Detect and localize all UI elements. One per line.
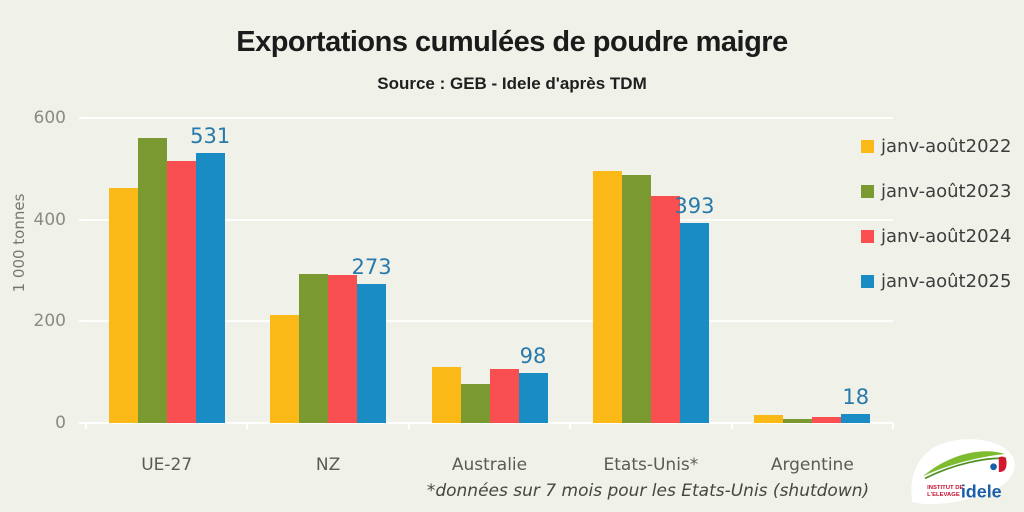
logo-org-line2: L'ELEVAGE bbox=[927, 492, 960, 498]
data-label-Argentine: 18 bbox=[842, 384, 870, 409]
data-label-UE-27: 531 bbox=[190, 124, 231, 149]
bar-NZ-janv-août2023 bbox=[299, 273, 329, 423]
x-axis-tick bbox=[246, 423, 249, 429]
legend: janv-août2022 janv-août2023 janv-août2024 j… bbox=[861, 135, 1011, 292]
logo-accent-red-icon bbox=[998, 456, 1007, 473]
bar-Argentine-janv-août2025 bbox=[841, 413, 871, 423]
legend-label: janv-août2023 bbox=[881, 180, 1012, 202]
y-tick-label-200: 200 bbox=[33, 311, 66, 332]
y-tick-label-400: 400 bbox=[33, 209, 66, 230]
bar-Australie-janv-août2024 bbox=[489, 369, 519, 423]
bar-Etats-Unis*-janv-août2025 bbox=[679, 223, 709, 423]
legend-item-janv-août2024: janv-août2024 bbox=[861, 225, 1011, 247]
bar-UE-27-janv-août2024 bbox=[166, 161, 196, 423]
x-label-Argentine: Argentine bbox=[770, 455, 854, 475]
x-axis-tick bbox=[569, 423, 572, 429]
bar-Argentine-janv-août2022 bbox=[754, 414, 784, 423]
legend-label: janv-août2022 bbox=[881, 135, 1012, 157]
legend-item-janv-août2022: janv-août2022 bbox=[861, 135, 1011, 157]
bar-Etats-Unis*-janv-août2024 bbox=[650, 196, 680, 423]
bar-NZ-janv-août2024 bbox=[328, 275, 358, 423]
gridline-200 bbox=[86, 320, 893, 323]
legend-label: janv-août2024 bbox=[881, 225, 1012, 247]
chart-title: Exportations cumulées de poudre maigre bbox=[236, 26, 788, 58]
y-axis-tick bbox=[79, 320, 86, 323]
bar-Australie-janv-août2022 bbox=[431, 367, 461, 423]
x-axis-tick bbox=[730, 423, 733, 429]
y-axis-title: 1 000 tonnes bbox=[10, 193, 28, 293]
y-axis-tick bbox=[79, 422, 86, 424]
bar-Etats-Unis*-janv-août2023 bbox=[621, 174, 651, 423]
bar-Etats-Unis*-janv-août2022 bbox=[592, 171, 622, 423]
footnote: *données sur 7 mois pour les Etats-Unis … bbox=[426, 481, 870, 501]
y-tick-label-600: 600 bbox=[33, 108, 66, 128]
x-label-Australie: Australie bbox=[451, 455, 528, 475]
bar-Australie-janv-août2025 bbox=[518, 373, 548, 423]
bar-Argentine-janv-août2024 bbox=[812, 416, 842, 423]
x-label-UE-27: UE-27 bbox=[141, 455, 193, 475]
y-axis-tick bbox=[79, 218, 86, 221]
bar-NZ-janv-août2025 bbox=[357, 284, 387, 423]
legend-swatch-icon bbox=[861, 274, 874, 288]
logo-org-line1: INSTITUT DE bbox=[927, 485, 963, 491]
y-tick-label-0: 0 bbox=[55, 413, 66, 433]
x-axis-tick bbox=[407, 423, 410, 429]
legend-item-janv-août2023: janv-août2023 bbox=[861, 180, 1011, 202]
legend-label: janv-août2025 bbox=[881, 270, 1012, 292]
gridline-600 bbox=[86, 117, 893, 119]
legend-item-janv-août2025: janv-août2025 bbox=[861, 270, 1011, 292]
plot-area: 531 273 98 393 18 bbox=[79, 117, 894, 429]
x-label-NZ: NZ bbox=[315, 455, 341, 475]
data-label-Australie: 98 bbox=[519, 344, 547, 369]
bar-Australie-janv-août2023 bbox=[460, 383, 490, 423]
gridline-0 bbox=[86, 422, 893, 424]
data-label-NZ: 273 bbox=[351, 255, 392, 280]
logo-brand: idele bbox=[961, 481, 1002, 501]
legend-swatch-icon bbox=[861, 139, 874, 153]
legend-swatch-icon bbox=[861, 229, 874, 243]
bar-UE-27-janv-août2025 bbox=[195, 153, 225, 423]
idele-logo: INSTITUT DE L'ELEVAGE idele bbox=[911, 439, 1015, 505]
logo-leaf-icon bbox=[922, 451, 1006, 477]
bar-UE-27-janv-août2023 bbox=[137, 138, 167, 423]
bar-UE-27-janv-août2022 bbox=[108, 188, 138, 423]
logo-accent-blue-icon bbox=[990, 463, 997, 471]
data-label-Etats-Unis*: 393 bbox=[674, 194, 715, 219]
legend-swatch-icon bbox=[861, 184, 874, 198]
chart-subtitle: Source : GEB - Idele d'après TDM bbox=[377, 74, 647, 93]
y-axis-tick bbox=[79, 117, 86, 119]
x-label-Etats-Unis*: Etats-Unis* bbox=[603, 455, 699, 475]
x-axis-tick bbox=[85, 423, 87, 429]
x-axis-tick bbox=[892, 423, 894, 429]
bar-Argentine-janv-août2023 bbox=[783, 418, 813, 423]
gridline-400 bbox=[86, 218, 893, 221]
bar-NZ-janv-août2022 bbox=[270, 315, 300, 423]
